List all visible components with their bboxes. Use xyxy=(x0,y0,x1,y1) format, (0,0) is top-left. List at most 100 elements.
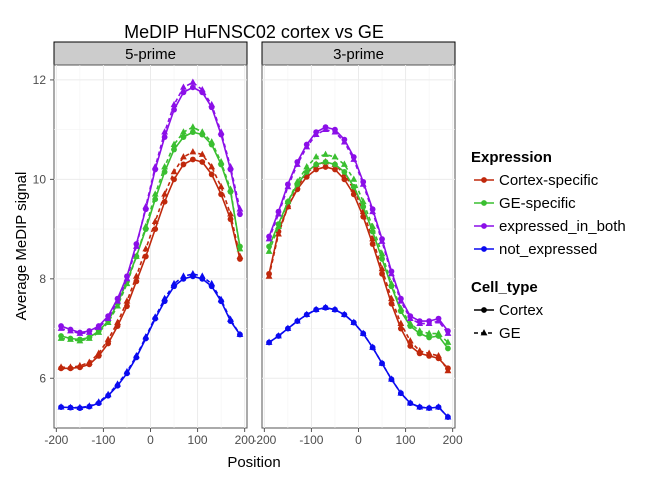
x-axis-5-prime: -200 -100 0 100 200 xyxy=(44,428,255,447)
series-not-expressed-ge-5-prime-point xyxy=(217,295,225,303)
series-not-expressed-ge-5-prime-point xyxy=(236,330,244,337)
series-not-expressed-ge-5-prime-point xyxy=(180,272,187,279)
x-tick-label: 100 xyxy=(396,433,416,447)
legend: Expression Cortex-specific GE-specific exp… xyxy=(471,149,626,342)
series-cortex-specific-cortex-3-prime-point xyxy=(407,343,414,349)
series-cortex-specific-ge-3-prime-point xyxy=(265,272,273,279)
series-ge-specific-ge-3-prime-point xyxy=(435,329,442,336)
series-ge-specific-ge-3-prime-point xyxy=(340,160,348,167)
series-cortex-specific-ge-5-prime-point xyxy=(123,297,131,304)
series-ge-specific-ge-3-prime-point xyxy=(406,319,414,326)
legend-label: GE xyxy=(499,325,521,342)
series-not-expressed-ge-5-prime-point xyxy=(67,403,74,410)
series-expressed-in-both-ge-5-prime-point xyxy=(208,100,216,108)
series-expressed-in-both-ge-3-prime-point xyxy=(293,160,301,167)
series-ge-specific-cortex-3-prime-point xyxy=(332,161,338,168)
series-cortex-specific-cortex-3-prime-point xyxy=(313,166,320,173)
series-not-expressed-ge-3-prime-point xyxy=(425,404,433,411)
series-ge-specific-ge-5-prime xyxy=(57,123,244,344)
series-cortex-specific-ge-3-prime-point xyxy=(378,264,386,272)
series-not-expressed-ge-5-prime-point xyxy=(132,351,140,359)
series-cortex-specific-cortex-3-prime-point xyxy=(397,325,404,332)
series-ge-specific-ge-3-prime xyxy=(265,150,452,345)
series-ge-specific-cortex-5-prime-point xyxy=(180,134,187,141)
series-not-expressed-ge-5-prime-point xyxy=(104,390,112,398)
series-cortex-specific-ge-5-prime-point xyxy=(142,245,150,252)
series-not-expressed-ge-3-prime-point xyxy=(388,375,395,382)
series-cortex-specific-cortex-5-prime-point xyxy=(199,159,206,165)
series-ge-specific-ge-5-prime-point xyxy=(123,279,131,287)
series-not-expressed-ge-3-prime-point xyxy=(265,338,273,345)
x-tick-label: -200 xyxy=(252,433,276,447)
series-cortex-specific-ge-3-prime-point xyxy=(369,235,377,242)
legend-entry-expressed-in-both: expressed_in_both xyxy=(474,218,626,235)
series-ge-specific-ge-3-prime-point xyxy=(378,250,386,257)
series-expressed-in-both-ge-3-prime-point xyxy=(265,235,273,242)
y-tick-label: 8 xyxy=(39,272,46,286)
series-not-expressed-ge-3-prime-point xyxy=(275,332,282,339)
series-expressed-in-both-ge-3-prime-point xyxy=(340,138,348,145)
series-cortex-specific-cortex-5-prime-point xyxy=(180,161,187,168)
series-cortex-specific-ge-5-prime-point xyxy=(132,272,140,279)
series-not-expressed-ge-3-prime-point xyxy=(416,403,424,410)
series-expressed-in-both-ge-5-prime-point xyxy=(161,128,169,135)
series-ge-specific-ge-5-prime-point xyxy=(227,185,234,192)
series-expressed-in-both-ge-3-prime-point xyxy=(331,128,339,135)
series-ge-specific-ge-5-prime-point xyxy=(57,334,65,341)
series-not-expressed-ge-3-prime-point xyxy=(406,399,414,406)
legend-label: Cortex xyxy=(499,302,544,319)
series-ge-specific-ge-3-prime-point xyxy=(331,153,339,160)
series-ge-specific-ge-5-prime-point xyxy=(142,222,150,229)
legend-key-point xyxy=(481,223,487,229)
series-not-expressed-ge-3-prime-point xyxy=(369,343,377,350)
series-not-expressed-ge-5-prime-point xyxy=(198,272,206,279)
series-ge-specific-ge-3-prime-point xyxy=(425,329,433,336)
series-ge-specific-cortex-3-prime-point xyxy=(426,334,433,341)
series-not-expressed-ge-3-prime-point xyxy=(284,324,292,331)
series-ge-specific-ge-5-prime-point xyxy=(151,190,159,197)
series-cortex-specific-ge-3-prime-point xyxy=(435,351,442,359)
series-ge-specific-ge-5-prime-point xyxy=(180,128,187,135)
series-cortex-specific-ge-5-prime-point xyxy=(180,153,187,160)
series-cortex-specific-ge-5-prime-point xyxy=(208,163,216,170)
series-ge-specific-ge-3-prime-point xyxy=(416,327,424,334)
legend-key-point xyxy=(480,329,488,336)
series-expressed-in-both-ge-5-prime-point xyxy=(142,202,150,210)
series-not-expressed-ge-5-prime-point xyxy=(189,269,197,277)
series-cortex-specific-ge-5-prime-point xyxy=(170,168,178,175)
series-expressed-in-both-ge-3-prime-point xyxy=(416,319,424,326)
series-not-expressed-ge-5-prime-point xyxy=(161,294,169,302)
series-not-expressed-ge-3-prime-point xyxy=(340,310,348,318)
series-cortex-specific-cortex-5-prime-point xyxy=(124,303,130,310)
series-expressed-in-both-ge-5-prime-point xyxy=(180,83,187,90)
legend-expression-entries: Cortex-specific GE-specific expressed_in_b… xyxy=(474,172,626,258)
series-cortex-specific-cortex-5-prime-point xyxy=(105,340,112,347)
series-expressed-in-both-ge-5-prime-point xyxy=(236,205,244,212)
series-expressed-in-both-ge-5-prime-point xyxy=(123,274,131,282)
legend-entry-cortex-specific: Cortex-specific xyxy=(474,172,599,189)
series-cortex-specific-cortex-5-prime-point xyxy=(152,226,159,232)
series-not-expressed-ge-3-prime-point xyxy=(331,305,339,313)
series-cortex-specific-cortex-5-prime-point xyxy=(218,191,225,198)
series-cortex-specific-ge-5-prime-point xyxy=(57,363,65,370)
y-tick-label: 12 xyxy=(33,73,47,87)
series-not-expressed-ge-5-prime-point xyxy=(170,279,178,287)
series-ge-specific-ge-3-prime-point xyxy=(369,222,377,229)
series-not-expressed-ge-5-prime-point xyxy=(151,313,159,320)
series-expressed-in-both-ge-3-prime-point xyxy=(284,182,292,190)
x-axis-title: Position xyxy=(227,454,280,471)
x-tick-label: -100 xyxy=(299,433,323,447)
series-ge-specific-cortex-3-prime-point xyxy=(322,159,329,165)
series-cortex-specific-ge-5-prime-point xyxy=(76,361,84,369)
series-not-expressed-ge-5-prime-point xyxy=(57,403,65,410)
series-group-5-prime xyxy=(57,78,244,412)
series-ge-specific-cortex-3-prime-point xyxy=(445,345,451,352)
x-tick-label: 0 xyxy=(355,433,362,447)
series-cortex-specific-ge-5-prime-point xyxy=(189,148,197,155)
series-cortex-specific-ge-3-prime-point xyxy=(397,319,405,326)
series-ge-specific-ge-5-prime-point xyxy=(85,334,93,341)
x-tick-label: 200 xyxy=(443,433,463,447)
x-tick-label: 0 xyxy=(147,433,154,447)
series-not-expressed-ge-3-prime-point xyxy=(312,305,320,313)
series-ge-specific-ge-5-prime-point xyxy=(104,318,112,325)
